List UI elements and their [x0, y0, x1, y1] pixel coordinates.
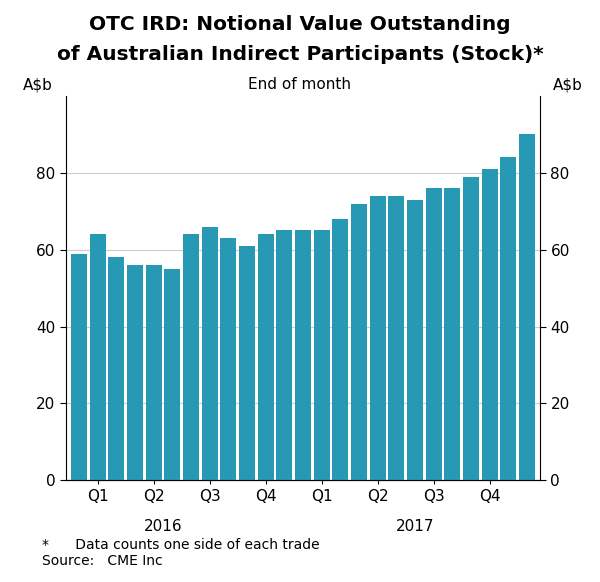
Bar — [239, 246, 255, 480]
Text: A$b: A$b — [553, 77, 583, 92]
Text: OTC IRD: Notional Value Outstanding: OTC IRD: Notional Value Outstanding — [89, 15, 511, 34]
Bar — [351, 204, 367, 480]
Bar — [482, 169, 497, 480]
Bar — [445, 188, 460, 480]
Bar — [277, 230, 292, 480]
Bar — [146, 265, 161, 480]
Bar — [71, 254, 87, 480]
Bar — [109, 257, 124, 480]
Text: End of month: End of month — [248, 77, 352, 92]
Bar — [500, 158, 516, 480]
Bar — [425, 188, 442, 480]
Bar — [332, 219, 348, 480]
Bar — [407, 200, 423, 480]
Bar — [519, 134, 535, 480]
Bar — [370, 196, 386, 480]
Text: A$b: A$b — [23, 77, 53, 92]
Text: Source:   CME Inc: Source: CME Inc — [42, 554, 163, 568]
Bar — [127, 265, 143, 480]
Text: *      Data counts one side of each trade: * Data counts one side of each trade — [42, 538, 320, 552]
Bar — [90, 235, 106, 480]
Bar — [295, 230, 311, 480]
Text: of Australian Indirect Participants (Stock)*: of Australian Indirect Participants (Sto… — [56, 45, 544, 65]
Bar — [164, 269, 181, 480]
Text: 2016: 2016 — [144, 519, 182, 534]
Bar — [463, 177, 479, 480]
Text: 2017: 2017 — [396, 519, 434, 534]
Bar — [388, 196, 404, 480]
Bar — [220, 238, 236, 480]
Bar — [202, 226, 218, 480]
Bar — [183, 235, 199, 480]
Bar — [258, 235, 274, 480]
Bar — [314, 230, 329, 480]
